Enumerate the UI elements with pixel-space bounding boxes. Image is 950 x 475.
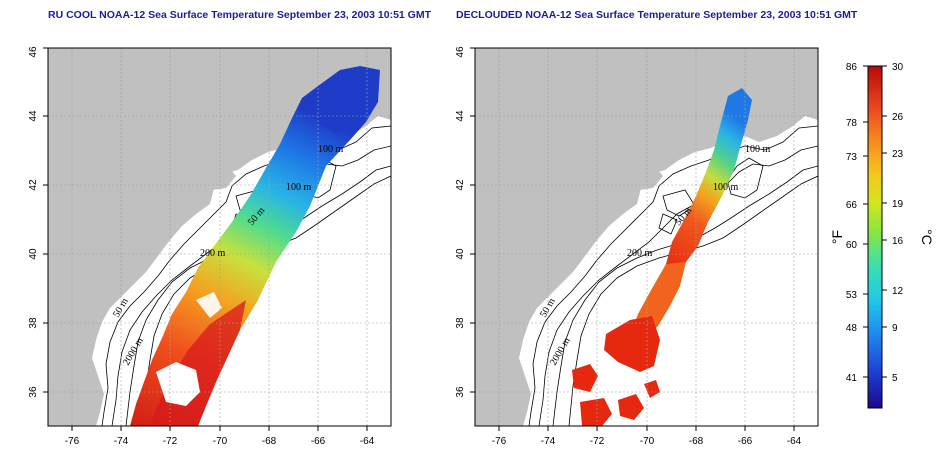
left-x-tick-label: -68 (262, 436, 277, 447)
right-sst-patch-se (618, 394, 644, 420)
colorbar-f-tick: 66 (846, 200, 858, 211)
colorbar-f-tick: 41 (846, 373, 858, 384)
right-land-mass (475, 48, 818, 426)
left-y-tick-label: 46 (28, 46, 39, 58)
right-x-tick-label: -76 (492, 436, 507, 447)
left-map-title: RU COOL NOAA-12 Sea Surface Temperature … (48, 9, 432, 21)
colorbar-f-tick: 60 (846, 240, 858, 251)
colorbar-gradient (867, 65, 883, 409)
left-x-tick-label: -76 (65, 436, 80, 447)
left-land-mass (48, 48, 391, 426)
right-sst-patch-s (580, 398, 612, 426)
right-x-axis: -76 -74 -72 -70 -68 -66 -64 (492, 426, 802, 447)
right-y-tick-label: 46 (455, 46, 466, 58)
colorbar-f-tick: 73 (846, 152, 858, 163)
left-cloud-gap-2 (196, 292, 222, 318)
right-contour-label-100m-north: 100 m (745, 144, 771, 155)
left-sst-cold-patch (310, 86, 356, 134)
left-contour-label-200m: 200 m (200, 248, 226, 259)
left-y-tick-label: 36 (28, 386, 39, 398)
right-y-tick-label: 38 (455, 317, 466, 329)
right-map-panel: 100 m 100 m 50 m 200 m 50 m 2000 m -76 -… (455, 46, 819, 447)
right-sst-patch-south (604, 316, 660, 372)
right-x-tick-label: -70 (640, 436, 655, 447)
left-x-tick-label: -70 (213, 436, 228, 447)
left-cloud-gap (156, 362, 200, 406)
colorbar-c-tick: 9 (892, 323, 898, 334)
colorbar-c-tick: 26 (892, 112, 904, 123)
left-x-tick-label: -66 (311, 436, 326, 447)
left-gridlines (48, 48, 391, 426)
left-x-tick-label: -74 (114, 436, 129, 447)
left-sst-swath (130, 66, 380, 426)
right-x-tick-label: -64 (787, 436, 802, 447)
colorbar-c-tick: 16 (892, 236, 904, 247)
colorbar-f-tick: 78 (846, 118, 858, 129)
left-y-tick-label: 42 (28, 179, 39, 191)
right-map-title: DECLOUDED NOAA-12 Sea Surface Temperatur… (456, 9, 858, 21)
right-y-tick-label: 44 (455, 110, 466, 122)
right-sst-patch-sm (644, 380, 660, 398)
right-x-tick-label: -66 (738, 436, 753, 447)
right-contours (528, 125, 818, 426)
left-x-axis: -76 -74 -72 -70 -68 -66 -64 (65, 426, 375, 447)
left-y-tick-label: 44 (28, 110, 39, 122)
colorbar-c-tick: 19 (892, 199, 904, 210)
left-x-tick-label: -72 (163, 436, 178, 447)
right-x-tick-label: -74 (541, 436, 556, 447)
colorbar-f-tick: 53 (846, 290, 858, 301)
colorbar-f-tick: 86 (846, 62, 858, 73)
left-y-tick-label: 40 (28, 248, 39, 260)
left-y-tick-label: 38 (28, 317, 39, 329)
right-y-axis: 36 38 40 42 44 46 (455, 46, 475, 398)
right-sst-swath-north (666, 88, 752, 270)
right-contour-label-100m: 100 m (713, 182, 739, 193)
right-gridlines (475, 48, 818, 426)
right-y-tick-label: 40 (455, 248, 466, 260)
left-contour-label-100m: 100 m (286, 182, 312, 193)
colorbar-c-tick: 12 (892, 286, 904, 297)
right-contour-label-200m: 200 m (627, 248, 653, 259)
left-contour-label-100m-north: 100 m (318, 144, 344, 155)
left-map-panel: 100 m 100 m 50 m 200 m 50 m 2000 m -76 -… (28, 46, 392, 447)
right-y-tick-label: 42 (455, 179, 466, 191)
right-x-tick-label: -72 (590, 436, 605, 447)
right-x-tick-label: -68 (689, 436, 704, 447)
colorbar-c-tick: 30 (892, 62, 904, 73)
right-y-tick-label: 36 (455, 386, 466, 398)
temperature-colorbar: 86 78 73 66 60 53 48 41 30 26 23 19 16 1… (829, 62, 935, 409)
left-y-axis: 36 38 40 42 44 46 (28, 46, 48, 398)
colorbar-f-tick: 48 (846, 323, 858, 334)
right-sst-patch-sw (572, 364, 598, 392)
colorbar-celsius-label: °C (919, 229, 935, 245)
colorbar-fahrenheit-label: °F (829, 230, 845, 244)
colorbar-c-tick: 5 (892, 373, 898, 384)
colorbar-c-tick: 23 (892, 149, 904, 160)
left-x-tick-label: -64 (360, 436, 375, 447)
